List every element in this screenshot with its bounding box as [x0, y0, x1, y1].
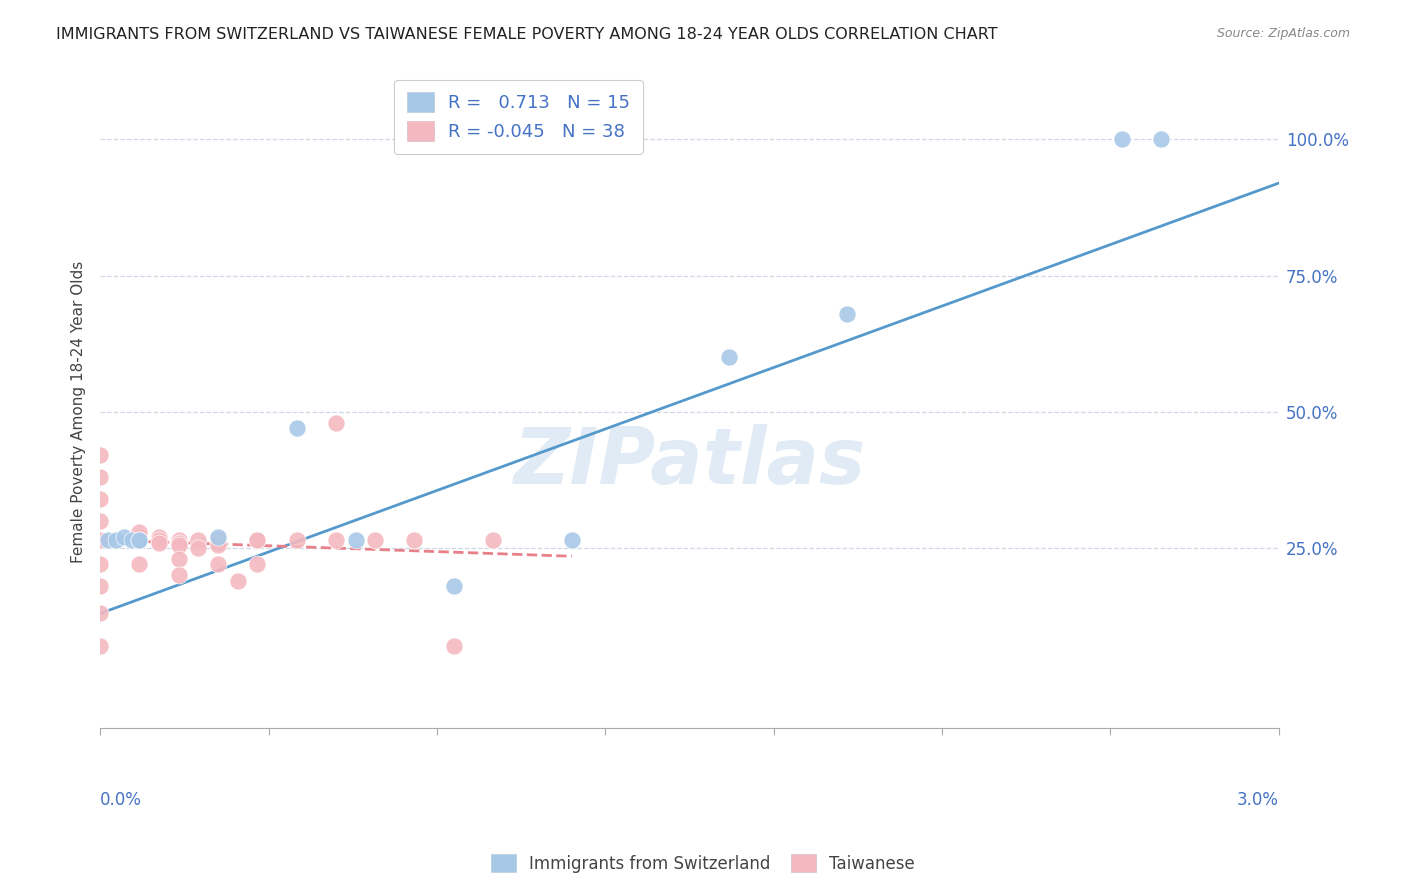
- Point: [89, 558, 111, 572]
- Point: [187, 533, 209, 547]
- Point: [207, 533, 229, 547]
- Point: [325, 533, 347, 547]
- Point: [167, 538, 190, 552]
- Point: [344, 533, 367, 547]
- Point: [246, 533, 269, 547]
- Legend: Immigrants from Switzerland, Taiwanese: Immigrants from Switzerland, Taiwanese: [485, 847, 921, 880]
- Point: [1111, 132, 1133, 146]
- Point: [89, 579, 111, 593]
- Point: [226, 574, 249, 588]
- Point: [285, 533, 308, 547]
- Point: [167, 533, 190, 547]
- Point: [167, 552, 190, 566]
- Point: [89, 607, 111, 621]
- Text: IMMIGRANTS FROM SWITZERLAND VS TAIWANESE FEMALE POVERTY AMONG 18-24 YEAR OLDS CO: IMMIGRANTS FROM SWITZERLAND VS TAIWANESE…: [56, 27, 998, 42]
- Point: [128, 530, 150, 544]
- Point: [364, 533, 387, 547]
- Point: [104, 533, 127, 547]
- Point: [89, 491, 111, 506]
- Point: [121, 533, 143, 547]
- Point: [207, 535, 229, 549]
- Point: [285, 421, 308, 435]
- Point: [1150, 132, 1173, 146]
- Point: [148, 533, 170, 547]
- Legend: R =   0.713   N = 15, R = -0.045   N = 38: R = 0.713 N = 15, R = -0.045 N = 38: [394, 79, 643, 153]
- Point: [246, 558, 269, 572]
- Point: [717, 351, 740, 365]
- Point: [89, 470, 111, 484]
- Point: [148, 530, 170, 544]
- Text: Source: ZipAtlas.com: Source: ZipAtlas.com: [1216, 27, 1350, 40]
- Text: 3.0%: 3.0%: [1237, 791, 1279, 809]
- Point: [128, 533, 150, 547]
- Point: [112, 530, 135, 544]
- Point: [167, 535, 190, 549]
- Point: [89, 533, 111, 547]
- Point: [128, 533, 150, 547]
- Point: [246, 533, 269, 547]
- Point: [443, 579, 465, 593]
- Text: 0.0%: 0.0%: [100, 791, 142, 809]
- Point: [482, 533, 505, 547]
- Point: [207, 558, 229, 572]
- Point: [128, 533, 150, 547]
- Y-axis label: Female Poverty Among 18-24 Year Olds: Female Poverty Among 18-24 Year Olds: [72, 260, 86, 563]
- Point: [207, 538, 229, 552]
- Point: [89, 449, 111, 463]
- Point: [148, 535, 170, 549]
- Point: [89, 639, 111, 653]
- Point: [89, 514, 111, 528]
- Point: [207, 530, 229, 544]
- Point: [128, 558, 150, 572]
- Point: [835, 307, 858, 321]
- Point: [404, 533, 426, 547]
- Point: [128, 524, 150, 539]
- Point: [443, 639, 465, 653]
- Text: ZIPatlas: ZIPatlas: [513, 425, 866, 500]
- Point: [561, 533, 583, 547]
- Point: [325, 416, 347, 430]
- Point: [97, 533, 120, 547]
- Point: [187, 541, 209, 555]
- Point: [167, 568, 190, 582]
